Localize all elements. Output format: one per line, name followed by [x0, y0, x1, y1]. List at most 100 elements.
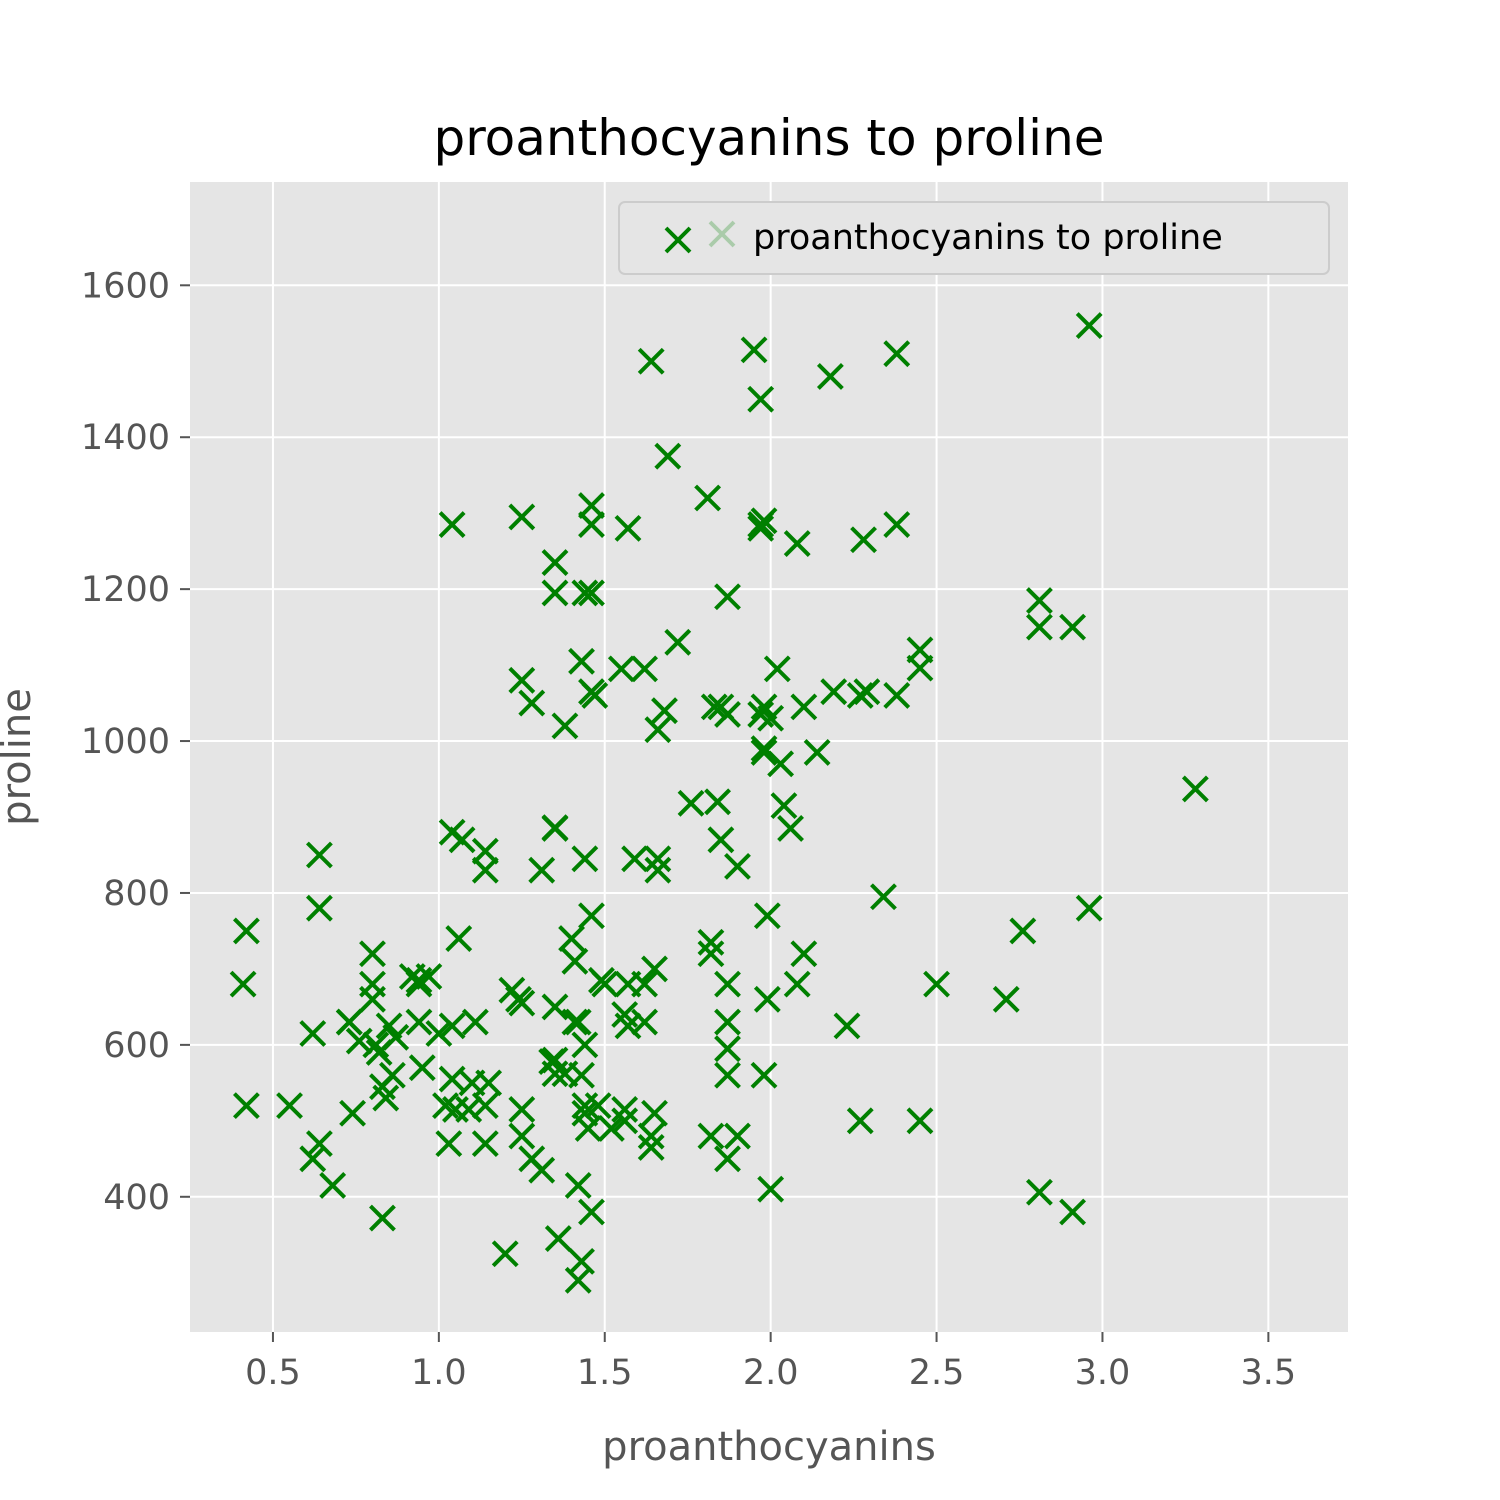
- data-point: [883, 340, 911, 368]
- data-point: [339, 1099, 366, 1127]
- data-point: [561, 1008, 589, 1036]
- data-point: [578, 492, 605, 519]
- data-point: [714, 1035, 741, 1063]
- data-point: [694, 484, 722, 512]
- data-point: [816, 363, 844, 390]
- data-point: [644, 856, 672, 884]
- data-point: [607, 655, 635, 683]
- data-point: [664, 628, 692, 656]
- data-point: [1075, 894, 1103, 922]
- data-point: [299, 1020, 327, 1047]
- data-point: [305, 894, 333, 922]
- data-point: [870, 883, 897, 911]
- data-point: [491, 1240, 519, 1268]
- data-point: [641, 955, 668, 983]
- data-point: [425, 1020, 453, 1047]
- x-tick-label: 2.5: [909, 1353, 965, 1393]
- data-point: [790, 693, 818, 721]
- data-point: [790, 940, 818, 968]
- data-point: [677, 789, 705, 817]
- data-point: [700, 693, 728, 721]
- data-point: [846, 1107, 874, 1135]
- data-point: [846, 682, 874, 709]
- data-point: [714, 1145, 741, 1173]
- data-point: [578, 579, 605, 607]
- y-tick-label: 1200: [81, 570, 170, 610]
- data-point: [833, 1012, 861, 1040]
- x-axis-ticks: 0.5 1.0 1.5 2.0 2.5 3.0 3.5: [245, 1332, 1296, 1393]
- data-point: [232, 917, 260, 945]
- data-point: [783, 970, 811, 998]
- data-point: [767, 750, 795, 778]
- data-point: [541, 579, 569, 607]
- data-point: [631, 970, 658, 998]
- legend-entry-label: proanthocyanins to proline: [753, 218, 1223, 258]
- data-point: [359, 985, 386, 1013]
- data-point: [578, 678, 605, 706]
- data-point: [641, 1099, 668, 1127]
- data-point: [763, 655, 791, 683]
- data-point: [578, 902, 605, 930]
- data-point: [753, 902, 781, 930]
- data-point: [591, 970, 619, 998]
- legend: proanthocyanins to proline: [618, 201, 1330, 275]
- data-point: [820, 678, 848, 706]
- data-point: [654, 442, 682, 470]
- x-axis-label: proanthocyanins: [602, 1424, 936, 1470]
- data-point: [611, 1107, 639, 1135]
- data-point: [541, 1046, 569, 1074]
- data-point: [541, 993, 569, 1021]
- data-point: [1059, 1198, 1087, 1226]
- data-point: [528, 856, 556, 884]
- data-point: [631, 655, 658, 683]
- data-point: [564, 1008, 592, 1036]
- y-axis-label: proline: [0, 688, 40, 826]
- data-point: [714, 970, 741, 998]
- data-point: [505, 985, 532, 1013]
- data-point: [906, 1107, 934, 1135]
- data-point: [611, 1096, 639, 1123]
- data-point: [850, 526, 877, 554]
- data-point: [564, 1171, 592, 1199]
- data-point: [571, 1099, 599, 1127]
- data-point: [923, 970, 950, 998]
- data-point: [571, 1031, 599, 1059]
- data-point: [724, 1122, 751, 1150]
- data-point: [319, 1171, 347, 1199]
- data-point: [299, 1145, 327, 1173]
- y-tick-label: 400: [103, 1178, 170, 1218]
- data-point: [651, 697, 678, 725]
- data-point: [883, 511, 911, 538]
- data-point: [438, 1012, 466, 1040]
- data-point: [335, 1008, 363, 1036]
- legend-marker-icon: [664, 226, 692, 254]
- data-point: [518, 689, 546, 717]
- legend-marker: [664, 220, 736, 254]
- data-point: [637, 347, 665, 375]
- data-point: [359, 940, 386, 968]
- data-point: [362, 1031, 390, 1059]
- data-point: [558, 925, 585, 952]
- x-tick-label: 2.0: [743, 1353, 799, 1393]
- data-point: [1059, 613, 1087, 641]
- x-tick-label: 3.0: [1075, 1353, 1131, 1393]
- data-point: [644, 845, 672, 873]
- data-point: [541, 814, 569, 842]
- data-point: [438, 511, 466, 538]
- data-point: [345, 1027, 373, 1055]
- data-point: [747, 385, 775, 413]
- data-point: [551, 712, 579, 740]
- data-point: [508, 503, 536, 531]
- data-point: [707, 826, 735, 854]
- data-point: [448, 826, 476, 854]
- data-point: [697, 928, 725, 956]
- data-point: [621, 845, 649, 873]
- data-point: [471, 1130, 499, 1158]
- legend-marker-icon-faded: [708, 220, 736, 248]
- data-point: [637, 1122, 665, 1150]
- x-tick-label: 1.5: [577, 1353, 633, 1393]
- data-point: [471, 1092, 499, 1120]
- data-point: [747, 511, 775, 538]
- data-point: [232, 1092, 260, 1120]
